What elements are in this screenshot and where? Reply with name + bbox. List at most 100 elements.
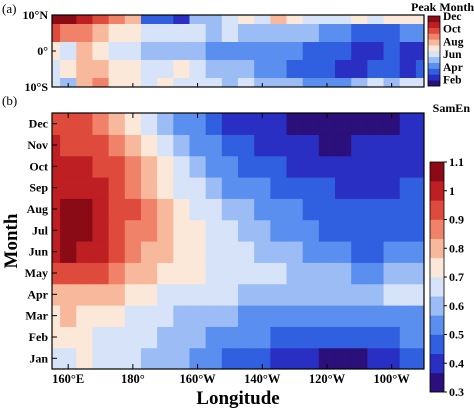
colorbar-a-tick-label: Oct [443,24,461,36]
heatmap-b-cell [415,177,424,199]
heatmap-b-cell [367,283,385,306]
heatmap-b-cell [238,134,255,157]
heatmap-a-cell [367,15,385,25]
colorbar-a-band [428,51,440,58]
colorbar-a-band [428,74,440,81]
heatmap-b-cell [157,326,174,349]
heatmap-b-cell [124,113,142,135]
panel-a-y-tick-label: 10°S [25,80,49,94]
heatmap-b-cell [383,347,401,369]
heatmap-a-cell [286,60,304,79]
heatmap-b-cell [399,155,417,178]
panel-b-y-tick-label: Jul [32,223,49,237]
heatmap-b-cell [286,305,304,327]
heatmap-a-cell [189,78,207,87]
heatmap-b-cell [415,347,424,369]
heatmap-a-cell [108,60,126,79]
heatmap-b-cell [92,177,110,199]
heatmap-b-cell [270,241,288,263]
heatmap-a-cell [270,78,288,87]
colorbar-b-tick-label: 0.6 [449,299,464,313]
heatmap-b-cell [124,326,142,349]
heatmap-a-cell [124,60,142,79]
heatmap-b-cell [415,283,424,306]
heatmap-b-cell [76,326,94,349]
heatmap-b-cell [318,198,336,221]
heatmap-b-cell [108,347,126,369]
heatmap-b-cell [399,219,417,242]
panel-b-colorbar-title: SamEn [433,101,471,115]
heatmap-b-cell [238,347,255,369]
heatmap-b-cell [415,241,424,263]
heatmap-b-cell [140,134,158,157]
heatmap-b-cell [108,155,126,178]
colorbar-b-band [430,277,444,297]
heatmap-a-cell [254,24,271,43]
heatmap-b-cell [238,283,255,306]
heatmap-b-cell [335,305,352,327]
heatmap-b-cell [205,305,223,327]
heatmap-b-cell [367,155,385,178]
heatmap-a-cell [76,15,94,25]
heatmap-a-cell [108,15,126,25]
heatmap-b-cell [383,283,401,306]
heatmap-b-cell [238,155,255,178]
heatmap-a-cell [189,24,207,43]
heatmap-b-cell [108,262,126,285]
colorbar-a-band [428,33,440,40]
heatmap-a-cell [60,78,77,87]
heatmap-b-cell [108,134,126,157]
heatmap-b-cell [108,305,126,327]
panel-a-y-ticks: 10°N 0° 10°S [23,8,393,94]
heatmap-b-cell [140,219,158,242]
heatmap-b-cell [302,326,320,349]
panel-a-y-tick-label: 0° [37,44,48,58]
heatmap-b-cell [270,262,288,285]
heatmap-b-cell [351,326,368,349]
panel-b-y-tick-label: May [25,266,48,280]
heatmap-a-cell [221,15,239,25]
heatmap-b-cell [157,155,174,178]
heatmap-b-cell [76,305,94,327]
heatmap-b-cell [189,177,207,199]
heatmap-b-cell [351,262,368,285]
heatmap-a-cell [157,15,174,25]
heatmap-b-cell [76,283,94,306]
heatmap-a-cell [367,24,385,43]
heatmap-a-cell [367,42,385,61]
heatmap-a-cell [238,78,255,87]
heatmap-b-cell [335,155,352,178]
heatmap-b-cell [108,198,126,221]
heatmap-b-cell [60,262,77,285]
heatmap-b-cell [254,198,271,221]
heatmap-b-cell [205,155,223,178]
heatmap-b-cell [367,113,385,135]
heatmap-b-cell [302,177,320,199]
heatmap-b-cell [351,198,368,221]
heatmap-b-cell [335,113,352,135]
x-axis-label: Longitude [196,388,279,409]
heatmap-b-cell [140,262,158,285]
heatmap-a-cell [383,42,401,61]
panel-b-heatmap [52,113,424,369]
colorbar-a-tick-label: Feb [443,75,462,87]
heatmap-b-cell [140,241,158,263]
heatmap-b-cell [189,113,207,135]
colorbar-b-band [430,334,444,354]
heatmap-a-cell [60,24,77,43]
heatmap-b-cell [189,219,207,242]
panel-b-y-tick-label: Jun [29,245,49,259]
heatmap-b-cell [318,219,336,242]
heatmap-a-cell [92,78,110,87]
heatmap-b-cell [92,283,110,306]
heatmap-b-cell [221,113,239,135]
heatmap-a-cell [60,15,77,25]
heatmap-b-cell [399,305,417,327]
heatmap-a-cell [415,42,424,61]
heatmap-a-cell [415,15,424,25]
heatmap-b-cell [399,177,417,199]
heatmap-b-cell [108,219,126,242]
heatmap-b-cell [60,113,77,135]
heatmap-b-cell [221,326,239,349]
heatmap-b-cell [124,198,142,221]
